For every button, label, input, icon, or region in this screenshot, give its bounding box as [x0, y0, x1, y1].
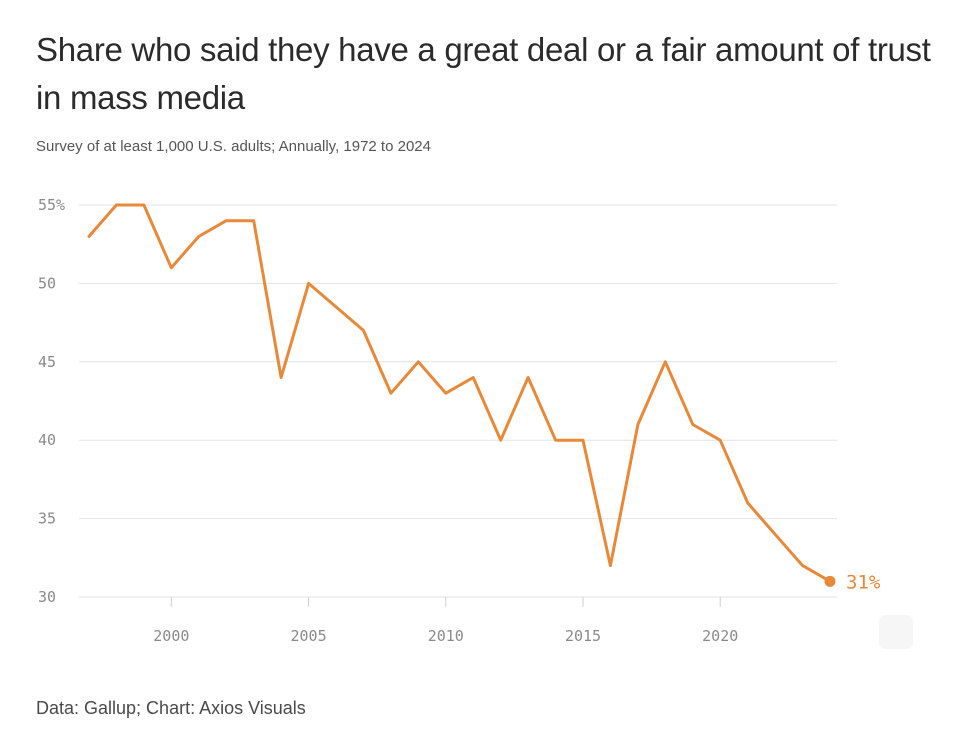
x-tick-label: 2000 [153, 627, 189, 645]
x-tick-label: 2010 [428, 627, 464, 645]
y-tick-label: 30 [38, 588, 56, 606]
x-tick-label: 2005 [290, 627, 326, 645]
y-tick-label: 45 [38, 353, 56, 371]
annotations: 31% [824, 571, 881, 593]
y-tick-label: 35 [38, 510, 56, 528]
y-axis-ticks: 55% 50 45 40 35 30 [38, 196, 65, 606]
chart-source: Data: Gallup; Chart: Axios Visuals [36, 698, 306, 718]
end-point-marker [824, 575, 836, 587]
line-chart: 55% 50 45 40 35 30 2000 2005 2010 2015 2020 31% [38, 196, 881, 645]
watermark-badge [879, 615, 913, 649]
series-line [87, 203, 832, 583]
chart-subtitle: Survey of at least 1,000 U.S. adults; An… [36, 138, 431, 155]
y-tick-label: 55% [38, 196, 65, 214]
y-tick-label: 50 [38, 274, 56, 292]
x-tick-label: 2020 [702, 627, 738, 645]
gridlines [79, 204, 837, 598]
y-tick-label: 40 [38, 431, 56, 449]
x-tick-label: 2015 [565, 627, 601, 645]
x-axis-ticks: 2000 2005 2010 2015 2020 [153, 597, 738, 645]
chart-title: Share who said they have a great deal or… [36, 31, 931, 116]
end-value-label: 31% [846, 571, 881, 593]
series-layer [87, 203, 832, 583]
